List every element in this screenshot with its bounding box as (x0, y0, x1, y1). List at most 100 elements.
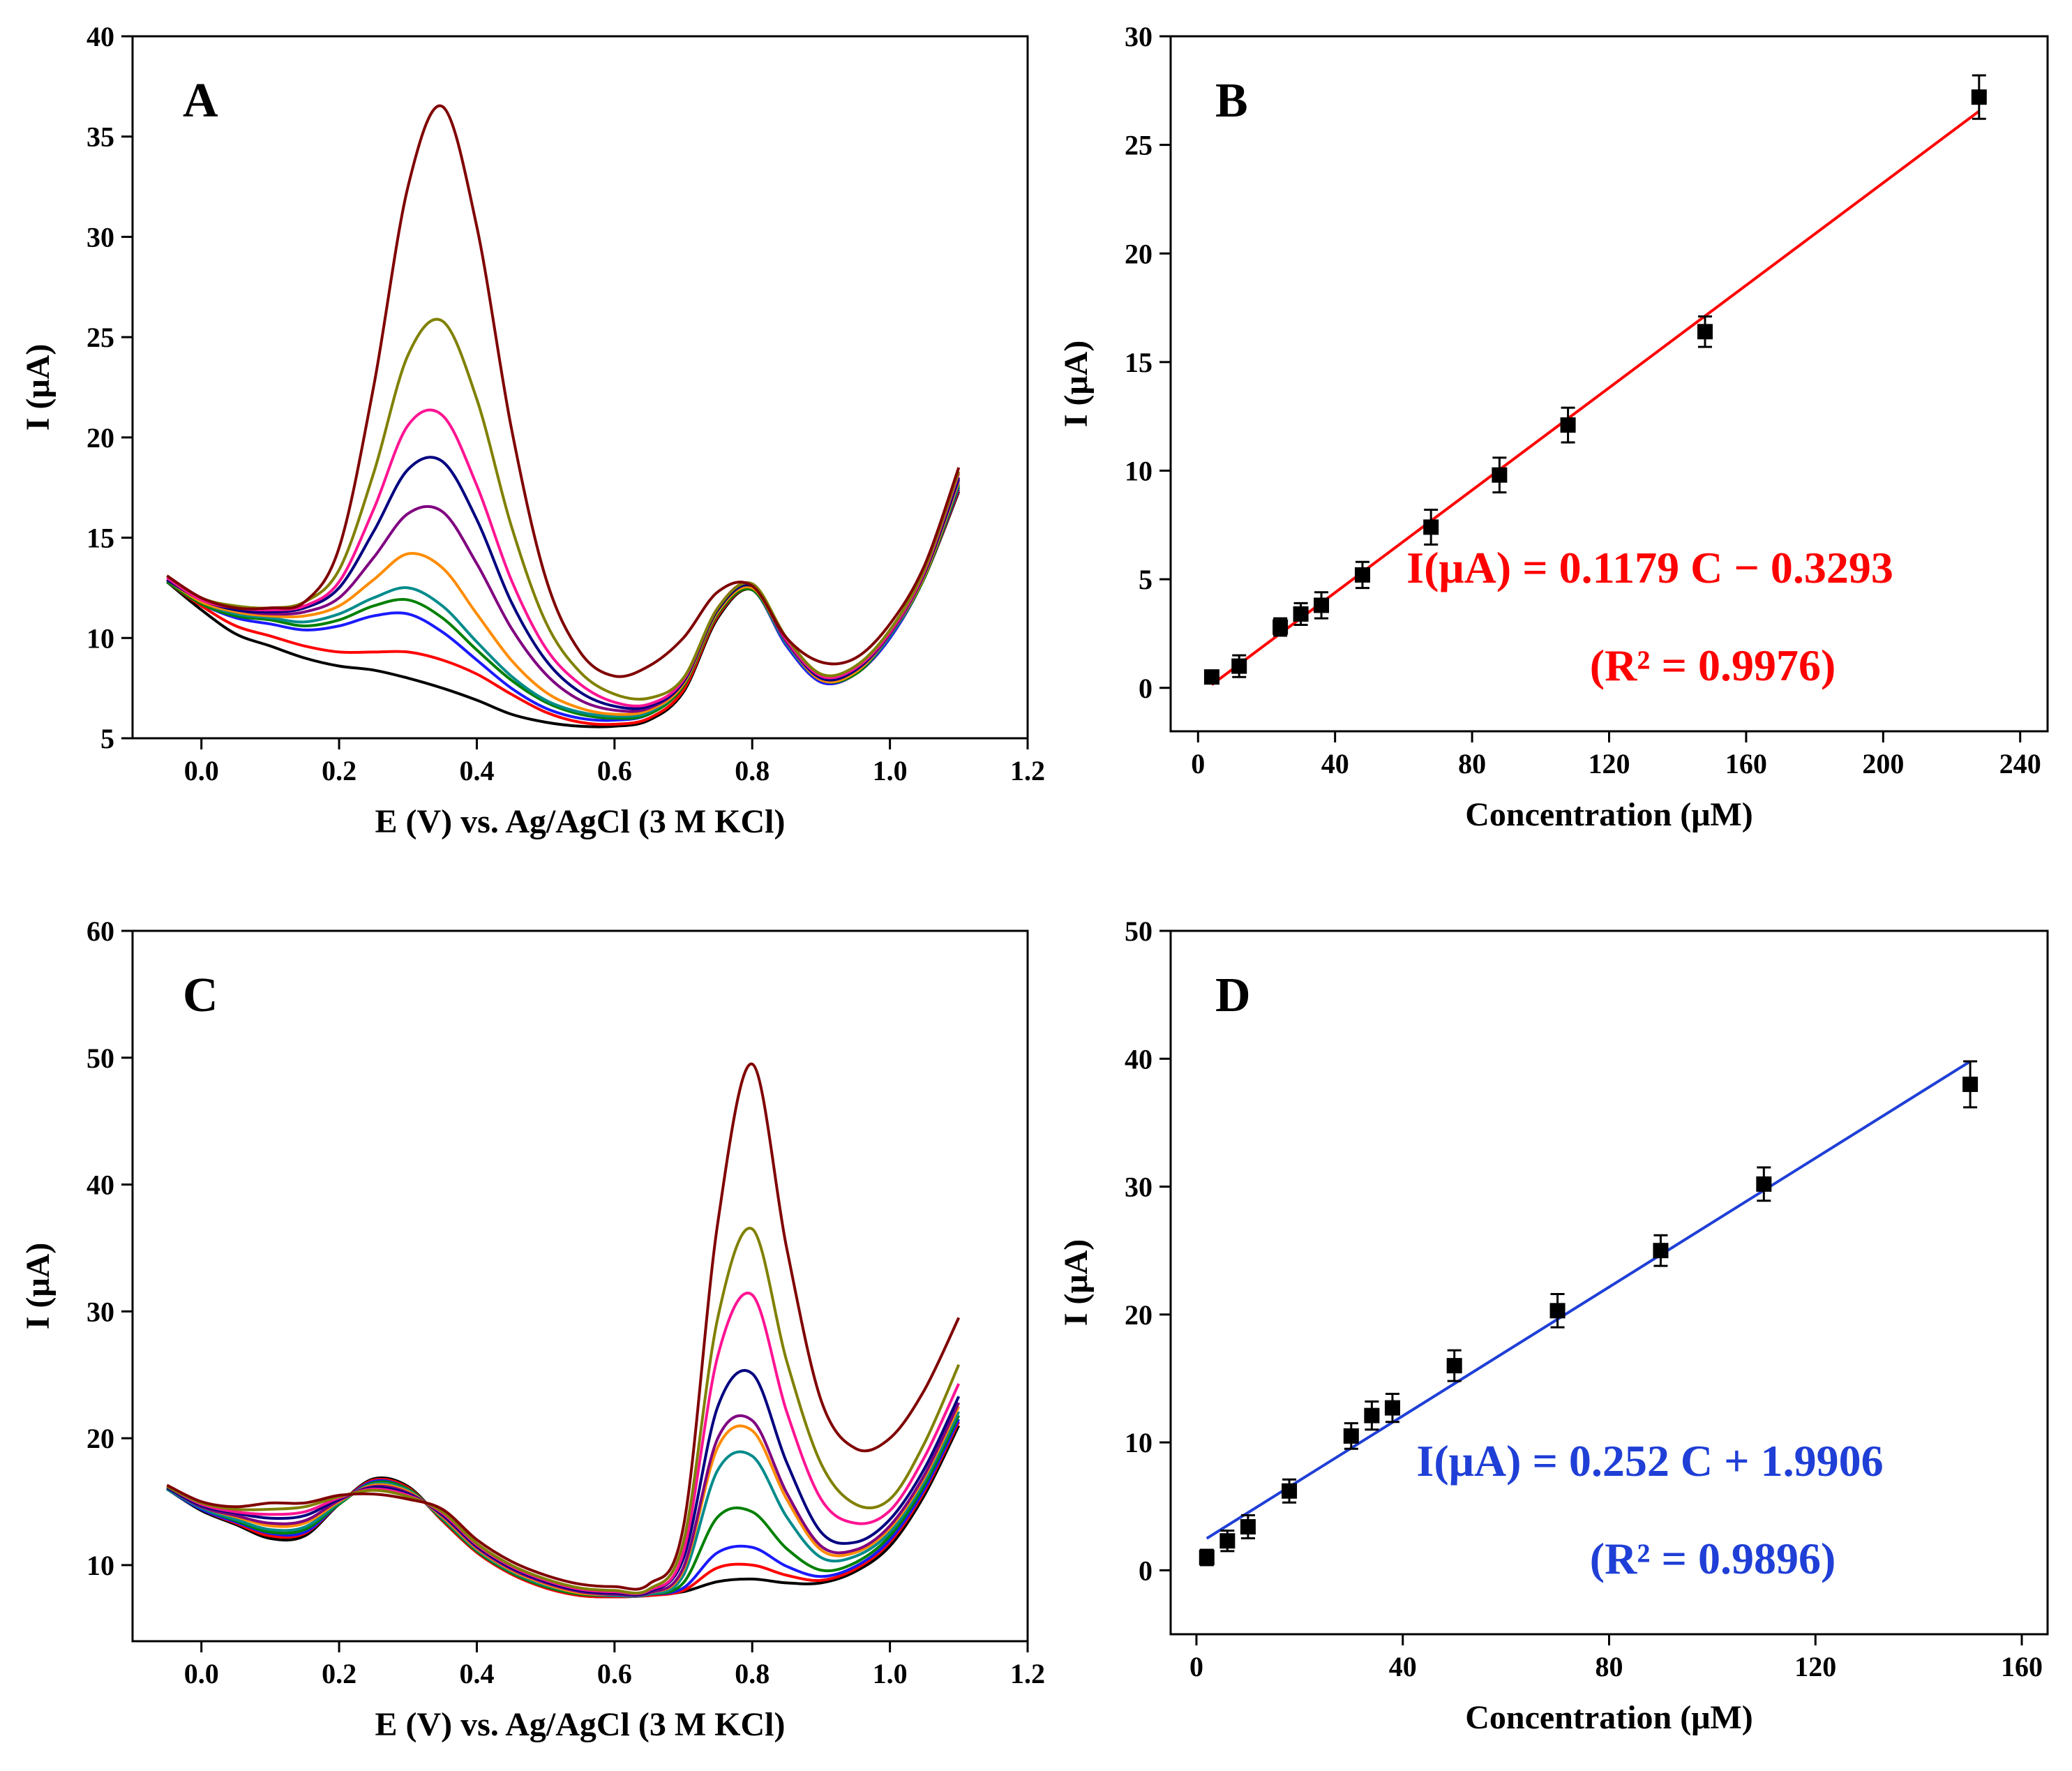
y-tick-label: 60 (87, 916, 114, 947)
y-tick-label: 20 (1125, 238, 1153, 269)
panel-letter: C (183, 969, 218, 1022)
panel-c: 0.0 0.2 0.4 0.6 0.8 1.0 1.2 10 20 30 40 50 60 E (V) v… (20, 916, 1045, 1743)
series-line-10 (166, 317, 961, 701)
y-tick-label: 15 (87, 523, 114, 554)
y-tick-label: 30 (1125, 21, 1153, 52)
series-line-4 (166, 1414, 961, 1597)
r-squared-label: (R² = 0.9976) (1590, 641, 1836, 690)
y-tick-label: 10 (1125, 1427, 1153, 1458)
x-tick-label: 0.2 (322, 755, 356, 786)
x-tick-label: 0.0 (184, 1658, 219, 1689)
y-tick-label: 20 (87, 1423, 114, 1454)
x-axis-label: Concentration (μM) (1465, 1699, 1752, 1736)
y-axis-label: I (μA) (20, 1243, 57, 1330)
x-tick-label: 0.2 (322, 1658, 356, 1689)
x-tick-label: 0.6 (597, 755, 632, 786)
y-axis-label: I (μA) (1058, 341, 1095, 428)
series-line-10 (166, 1227, 961, 1595)
series-line-6 (166, 481, 961, 716)
x-tick-label: 0.8 (735, 755, 770, 786)
fit-equation: I(μA) = 0.252 C + 1.9906 (1416, 1436, 1883, 1486)
data-point (1560, 417, 1576, 433)
y-tick-label: 50 (87, 1043, 114, 1074)
y-tick-label: 25 (1125, 130, 1153, 161)
x-axis-label: E (V) vs. Ag/AgCl (3 M KCl) (375, 1706, 786, 1743)
y-tick-label: 20 (1125, 1299, 1153, 1331)
plot-frame (131, 929, 1029, 1643)
series-line-9 (166, 408, 961, 708)
data-point (1492, 467, 1508, 483)
x-tick-label: 0.0 (184, 755, 219, 786)
y-tick-label: 10 (87, 1550, 114, 1581)
data-point (1446, 1358, 1462, 1374)
y-axis-label: I (μA) (1058, 1239, 1095, 1327)
x-tick-label: 160 (2001, 1651, 2043, 1682)
x-tick-label: 0.4 (459, 755, 494, 786)
y-tick-label: 20 (87, 422, 114, 454)
y-tick-label: 10 (1125, 456, 1153, 487)
data-point (1203, 669, 1219, 685)
series-line-9 (166, 1292, 961, 1596)
data-point (1240, 1519, 1256, 1535)
r-squared-label: (R² = 0.9896) (1590, 1534, 1836, 1583)
y-tick-label: 5 (1139, 564, 1153, 595)
x-tick-label: 0.4 (459, 1658, 494, 1689)
x-tick-label: 80 (1596, 1651, 1623, 1682)
y-tick-label: 0 (1139, 673, 1153, 704)
panel-a: 0.0 0.2 0.4 0.6 0.8 1.0 1.2 5 10 15 20 25 30 35 40 E (V… (20, 21, 1045, 840)
x-axis-label: Concentration (μM) (1465, 796, 1752, 833)
y-tick-label: 40 (87, 1170, 114, 1201)
series-line-8 (166, 456, 961, 710)
data-point (1384, 1400, 1400, 1416)
data-point (1697, 324, 1713, 340)
data-point (1549, 1303, 1566, 1319)
series-line-3 (166, 486, 961, 722)
data-point (1273, 619, 1289, 635)
x-tick-label: 0.8 (735, 1658, 770, 1689)
y-tick-label: 40 (87, 21, 114, 52)
y-tick-label: 25 (87, 322, 114, 353)
panel-d: 0 40 80 120 160 0 10 20 30 40 50 Concentration (μM)… (1058, 916, 2049, 1736)
plot-frame (1169, 35, 2049, 733)
y-tick-label: 35 (87, 121, 114, 153)
data-point (1756, 1176, 1772, 1192)
y-tick-label: 15 (1125, 347, 1153, 378)
fit-line (1206, 1060, 1972, 1540)
series-line-7 (166, 1402, 961, 1597)
series-line-11 (166, 1062, 961, 1591)
x-tick-label: 0.6 (597, 1658, 632, 1689)
panel-letter: B (1215, 74, 1248, 128)
y-tick-label: 0 (1139, 1555, 1153, 1586)
fit-line (1210, 110, 1980, 686)
data-point (1653, 1243, 1669, 1259)
x-tick-label: 0 (1191, 748, 1205, 779)
y-tick-label: 10 (87, 622, 114, 654)
x-tick-label: 120 (1589, 748, 1630, 779)
fit-equation: I(μA) = 0.1179 C − 0.3293 (1406, 543, 1893, 592)
x-tick-label: 200 (1862, 748, 1904, 779)
x-tick-label: 1.0 (873, 1658, 908, 1689)
y-tick-label: 30 (87, 1296, 114, 1327)
y-axis-label: I (μA) (20, 344, 57, 431)
panel-letter: D (1215, 969, 1251, 1022)
x-tick-label: 0 (1189, 1651, 1203, 1682)
data-point (1282, 1483, 1298, 1499)
data-point (1231, 658, 1247, 674)
panel-b: 0 40 80 120 160 200 240 0 5 10 15 20 25 30 Concentrati… (1058, 21, 2049, 833)
series-line-1 (166, 1425, 961, 1599)
data-point (1962, 1076, 1979, 1092)
x-tick-label: 40 (1321, 748, 1349, 779)
y-tick-label: 40 (1125, 1043, 1153, 1075)
data-point (1364, 1407, 1380, 1423)
plot-frame (131, 35, 1029, 740)
y-tick-label: 30 (1125, 1172, 1153, 1203)
x-tick-label: 240 (1999, 748, 2041, 779)
panel-letter: A (183, 74, 218, 128)
data-point (1971, 89, 1987, 105)
x-tick-label: 1.0 (873, 755, 908, 786)
data-point (1423, 519, 1439, 535)
x-tick-label: 80 (1458, 748, 1486, 779)
y-tick-label: 30 (87, 221, 114, 253)
y-tick-label: 5 (100, 723, 114, 754)
